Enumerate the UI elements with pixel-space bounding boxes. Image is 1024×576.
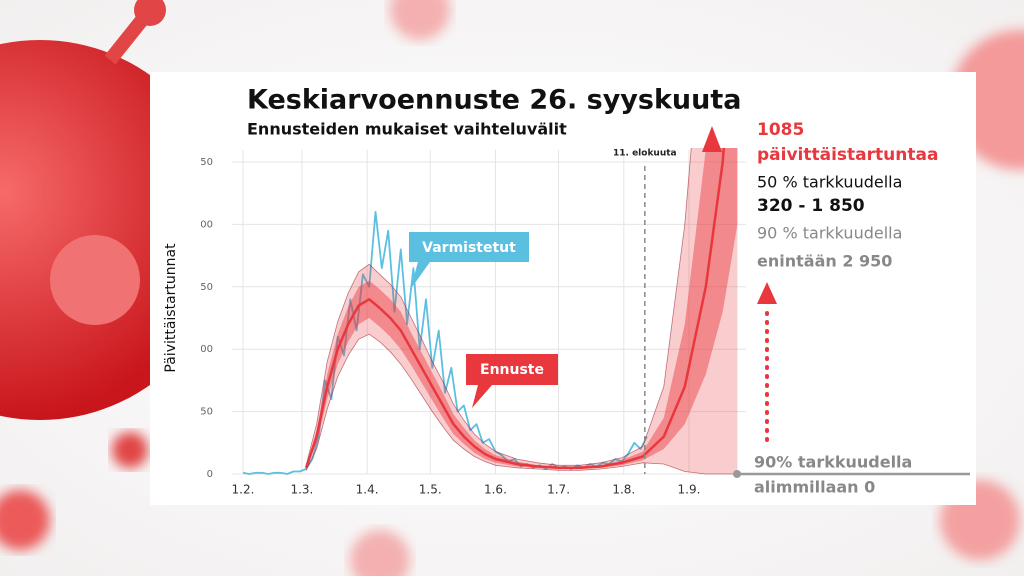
panel	[150, 72, 976, 505]
low90-value: alimmillaan 0	[754, 478, 875, 497]
mean-value: 1085	[757, 120, 804, 140]
callout-box	[466, 354, 558, 385]
callout-tail	[472, 385, 492, 408]
low90-label: 90% tarkkuudella	[754, 453, 912, 472]
y-tick-label: 100	[194, 344, 213, 355]
chart-subtitle: Ennusteiden mukaiset vaihteluvälit	[247, 120, 567, 139]
callout-tail	[410, 262, 430, 290]
y-tick-label: 200	[194, 219, 213, 230]
x-tick-label: 1.5.	[419, 483, 442, 497]
arrows	[702, 126, 970, 478]
range50-label: 50 % tarkkuudella	[757, 173, 902, 192]
band-90	[306, 148, 738, 474]
x-tick-label: 1.9.	[678, 483, 701, 497]
range90-label: 90 % tarkkuudella	[757, 224, 902, 243]
line	[304, 148, 726, 470]
range90-value: enintään 2 950	[757, 252, 892, 271]
series-label: Ennuste	[480, 362, 544, 378]
y-tick-label: 50	[200, 407, 213, 418]
x-tick-label: 1.4.	[356, 483, 379, 497]
x-tick-label: 1.3.	[290, 483, 313, 497]
y-tick-label: 150	[194, 282, 213, 293]
x-tick-label: 1.2.	[232, 483, 255, 497]
y-tick-label: 250	[194, 157, 213, 168]
series-label: Varmistetut	[422, 240, 516, 256]
range50-value: 320 - 1 850	[757, 196, 865, 216]
x-tick-label: 1.8.	[612, 483, 635, 497]
callout-box	[409, 232, 529, 262]
y-tick-label: 0	[207, 469, 213, 480]
x-tick-label: 1.6.	[484, 483, 507, 497]
chart-title: Keskiarvoennuste 26. syyskuuta	[247, 85, 742, 116]
band-edge	[305, 148, 692, 466]
x-tick-label: 1.7.	[547, 483, 570, 497]
mean-unit: päivittäistartuntaa	[757, 145, 938, 165]
band-edge	[305, 333, 738, 475]
band-50	[306, 148, 738, 469]
side-text: 1085 päivittäistartuntaa 50 % tarkkuudel…	[754, 120, 938, 497]
vline-label: 11. elokuuta	[613, 149, 677, 159]
y-axis-label: Päivittäistartunnat	[163, 243, 179, 373]
